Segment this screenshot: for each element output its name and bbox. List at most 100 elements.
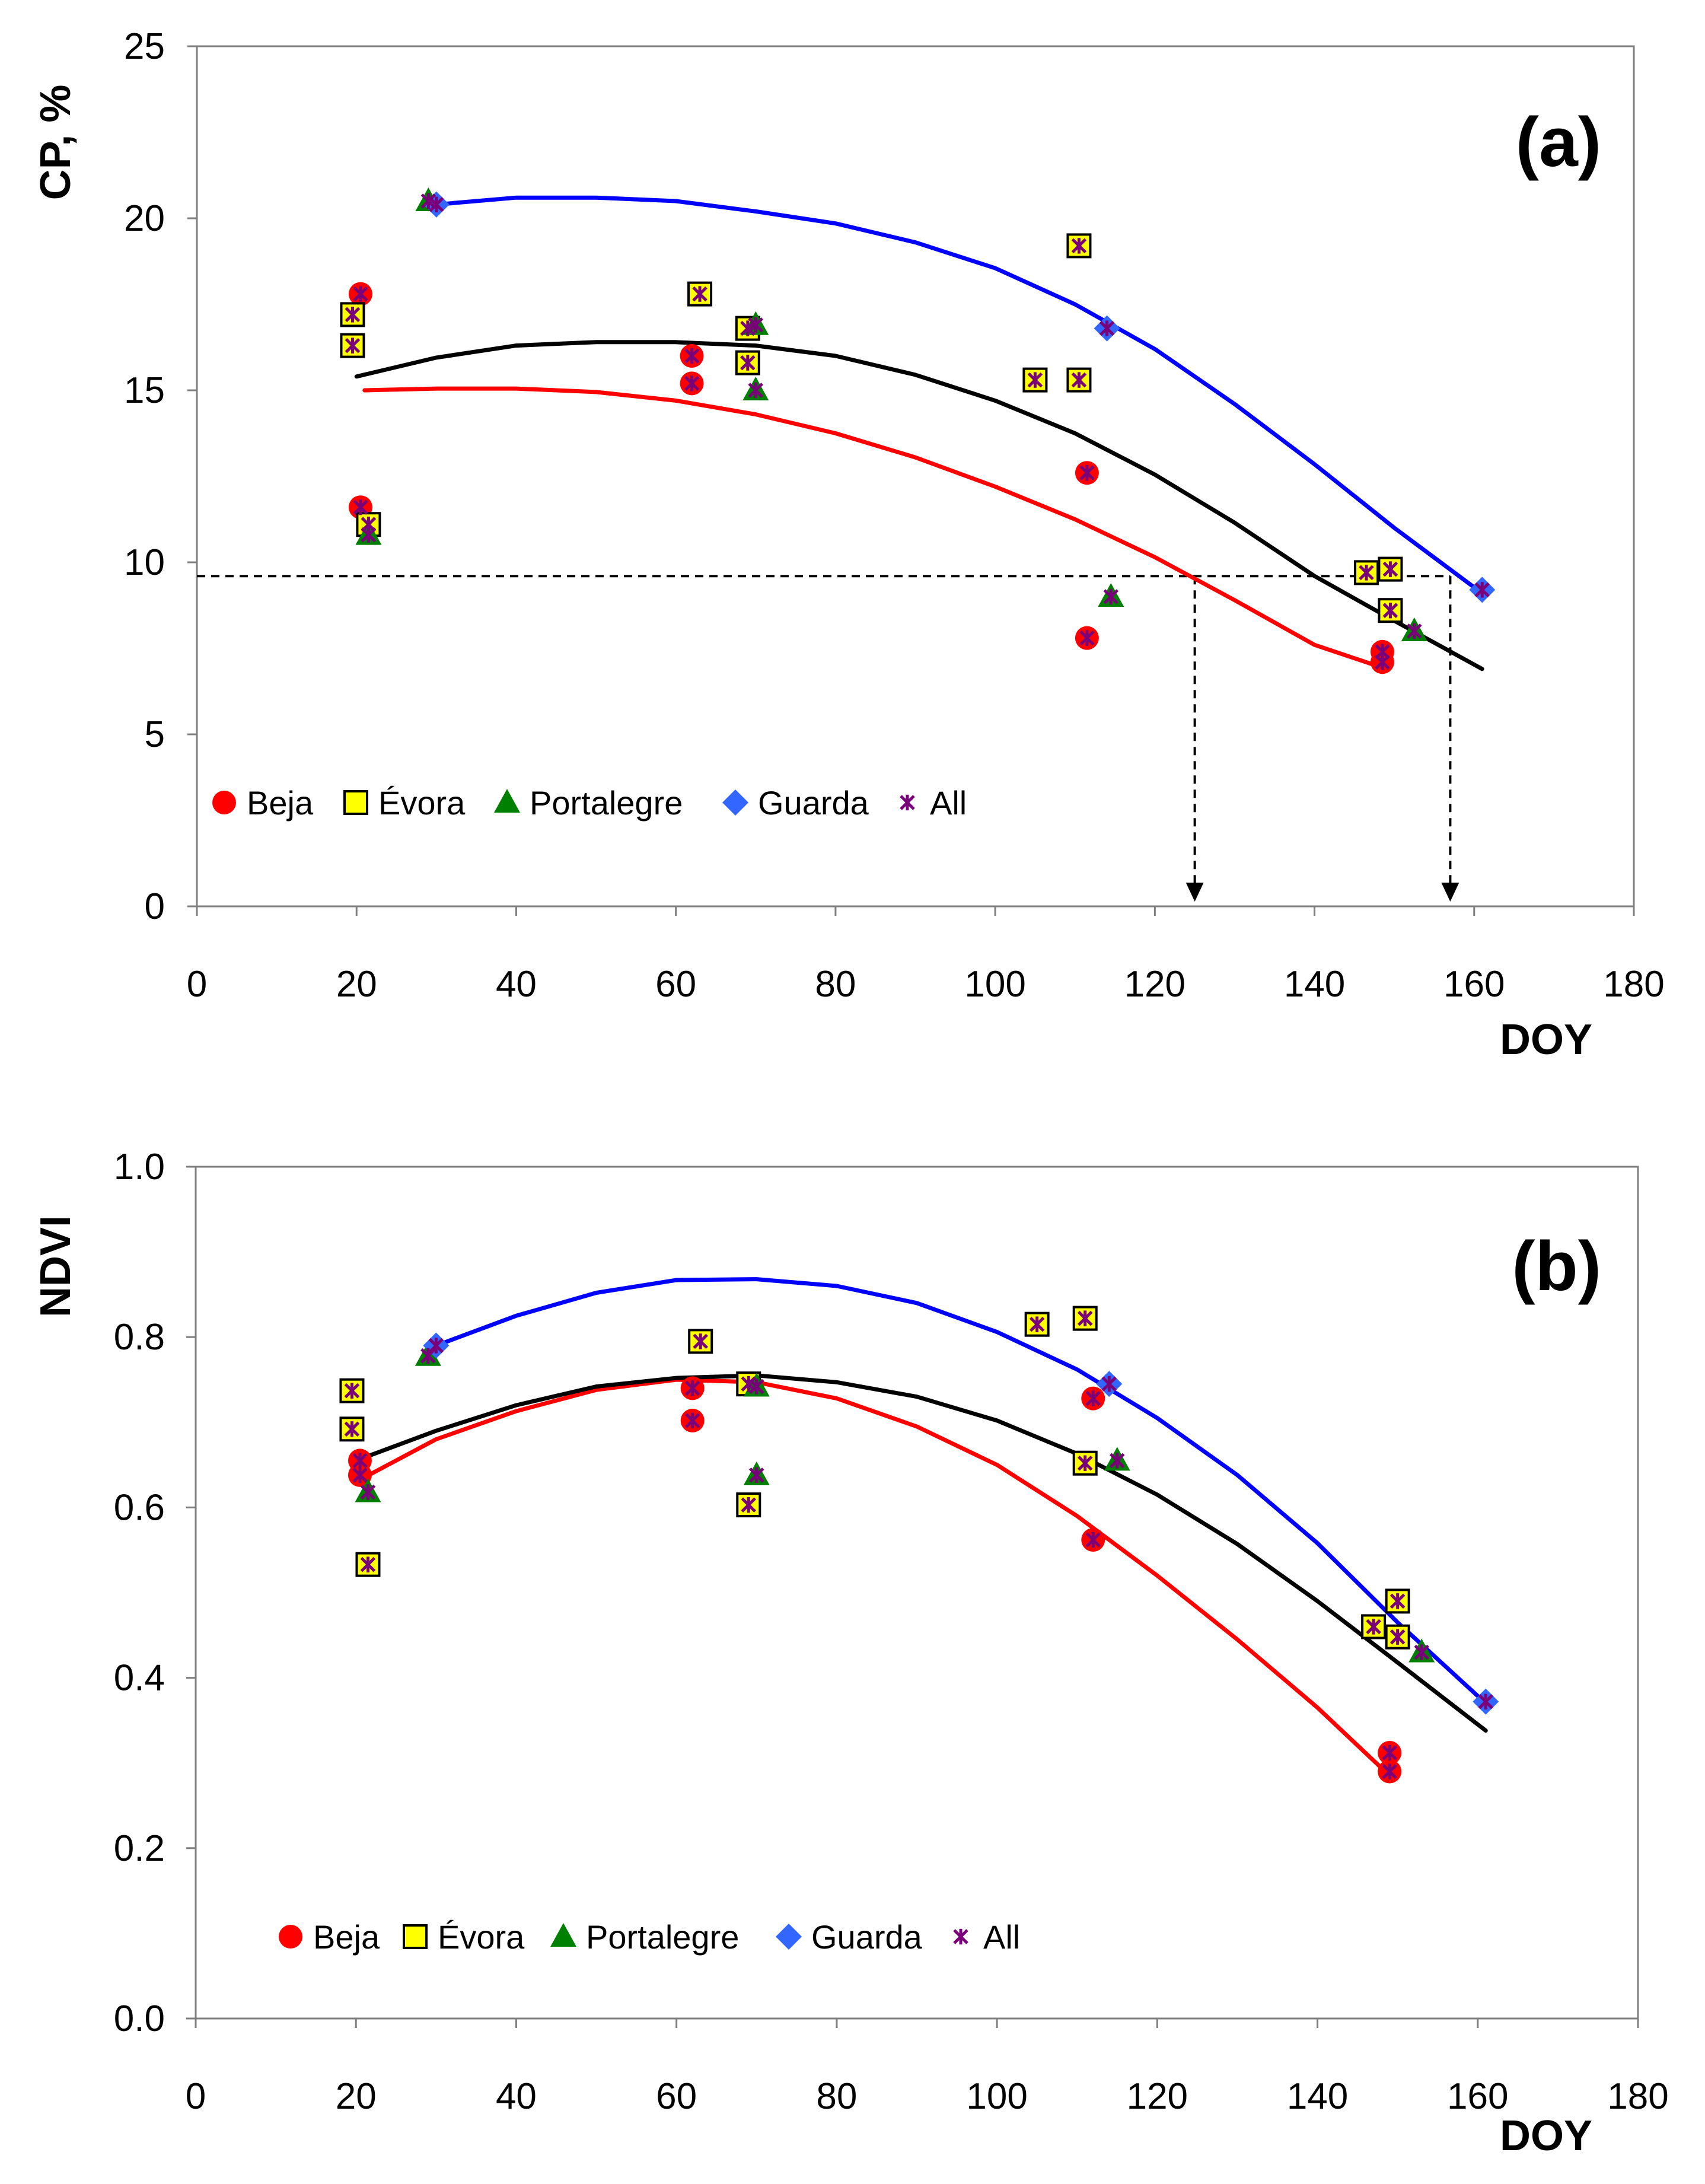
point-all (352, 1467, 368, 1483)
point-evora (1385, 1624, 1410, 1650)
point-all (344, 1421, 360, 1437)
legend-marker-beja (212, 791, 236, 814)
point-all (1382, 603, 1398, 619)
y-axis-title: NDVI (32, 1215, 79, 1317)
point-all (684, 1380, 700, 1396)
chart-a: 0 5 10 15 20 25 0 20 40 60 80 100 120 140 160 180 DOY CP,… (32, 26, 1665, 1064)
point-all (1390, 1629, 1406, 1645)
legend-marker-portalegre (494, 789, 520, 813)
plot-frame (196, 45, 1635, 908)
x-tick-label: 0 (186, 2076, 206, 2117)
x-tick-label: 140 (1284, 964, 1345, 1005)
legend-label: Beja (247, 784, 314, 822)
point-all (749, 1378, 764, 1395)
point-all (1079, 465, 1095, 481)
point-all (1099, 320, 1115, 336)
x-tick-label: 160 (1443, 964, 1505, 1005)
x-tick-label: 120 (1127, 2076, 1188, 2117)
trendline-beja (362, 386, 1389, 671)
legend-label: Évora (438, 1918, 525, 1956)
legend-marker-evora (403, 1924, 428, 1949)
x-tick-label: 80 (816, 2076, 857, 2117)
trendline-guarda (434, 1277, 1488, 1706)
x-tick-label: 140 (1287, 2076, 1348, 2117)
legend-label: Guarda (811, 1918, 923, 1956)
x-axis-title: DOY (1500, 1016, 1592, 1064)
point-all (1407, 623, 1422, 639)
point-all (748, 382, 764, 399)
point-all (692, 286, 708, 302)
point-all (1478, 1693, 1494, 1710)
x-tick-label: 100 (964, 964, 1025, 1005)
point-all (1382, 561, 1398, 577)
y-tick-label: 0.2 (114, 1828, 165, 1869)
chart-b: 0.0 0.2 0.4 0.6 0.8 1.0 0 20 40 60 80 100 120 140 160 1… (32, 1147, 1669, 2160)
y-tick-label: 15 (124, 370, 165, 411)
panel-label: (b) (1512, 1227, 1601, 1306)
legend-label: All (930, 784, 967, 822)
point-all (1027, 372, 1043, 388)
y-tick-label: 0.6 (114, 1487, 165, 1528)
point-all (361, 527, 377, 543)
point-all (1103, 588, 1119, 605)
x-axis-title: DOY (1500, 2112, 1592, 2160)
point-all (1110, 1453, 1125, 1469)
x-tick-label: 20 (336, 2076, 377, 2117)
point-all (353, 286, 368, 302)
y-tick-label: 20 (124, 198, 165, 239)
point-all (429, 196, 444, 212)
point-all (1079, 630, 1095, 646)
legend-label: Portalegre (530, 784, 683, 822)
legend-label: Évora (378, 784, 466, 822)
legend-marker-guarda (722, 789, 748, 816)
point-all (1390, 1593, 1406, 1609)
point-all (428, 1338, 444, 1354)
x-tick-label: 180 (1607, 2076, 1668, 2117)
point-all (1375, 654, 1390, 670)
point-all (684, 1412, 700, 1429)
x-tick-label: 40 (496, 2076, 537, 2117)
point-all (693, 1333, 708, 1349)
plot-frame (195, 1166, 1639, 2020)
point-all (1382, 1763, 1397, 1779)
x-tick-label: 40 (496, 964, 537, 1005)
point-all (360, 1556, 376, 1572)
y-tick-label: 0 (145, 886, 165, 927)
point-all (740, 355, 756, 371)
point-all (1085, 1532, 1101, 1548)
y-tick-label: 1.0 (114, 1147, 165, 1187)
legend-label: Beja (313, 1918, 380, 1956)
point-all (741, 1497, 757, 1513)
point-all (1071, 372, 1087, 388)
point-all (1077, 1310, 1093, 1326)
point-all (740, 320, 756, 336)
legend-marker-beja (279, 1925, 302, 1949)
point-all (345, 307, 361, 323)
legend-marker-guarda (776, 1924, 802, 1950)
x-tick-label: 0 (187, 964, 207, 1005)
point-all (353, 499, 368, 515)
y-tick-label: 0.0 (114, 1998, 165, 2039)
trendline-all (354, 340, 1484, 671)
x-tick-label: 60 (655, 964, 696, 1005)
y-tick-label: 5 (145, 714, 165, 755)
point-all (1474, 582, 1490, 598)
y-tick-label: 25 (124, 26, 165, 67)
trendline-guarda (434, 195, 1484, 596)
trendline-beja (362, 1377, 1392, 1778)
point-all (1382, 1744, 1397, 1761)
point-all (684, 375, 700, 391)
point-all (684, 348, 700, 364)
point-all (748, 317, 764, 333)
y-tick-label: 10 (124, 542, 165, 583)
legend-marker-all (900, 794, 915, 811)
drop-arrow (1185, 883, 1204, 902)
legend-marker-portalegre (550, 1923, 576, 1947)
point-all (345, 338, 361, 354)
legend-label: Guarda (758, 784, 869, 822)
point-all (1366, 1619, 1381, 1635)
y-tick-label: 0.8 (114, 1317, 165, 1358)
point-all (1414, 1644, 1429, 1660)
legend-label: All (983, 1918, 1020, 1956)
